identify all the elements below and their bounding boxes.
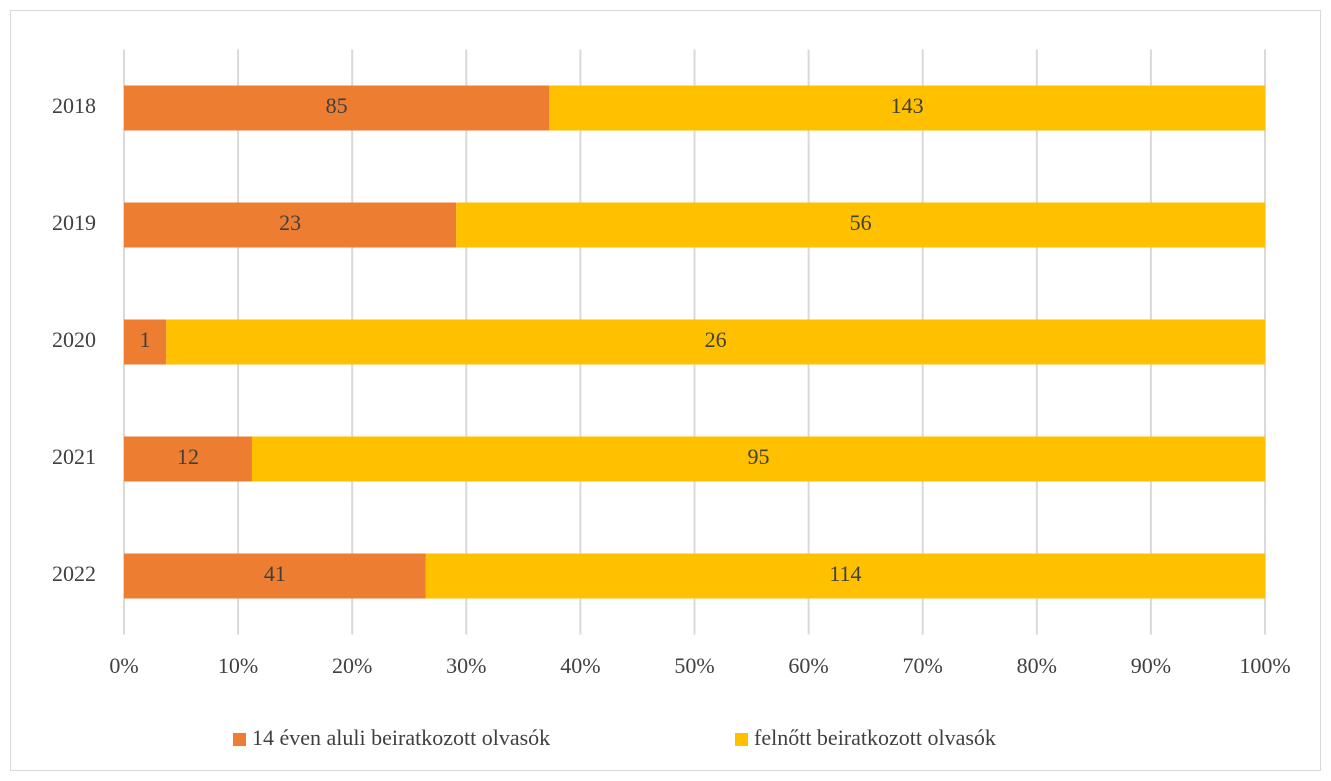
x-tick-label: 70%: [903, 653, 943, 678]
y-tick-label: 2022: [52, 561, 96, 586]
chart-border: [10, 10, 1321, 771]
legend-label: felnőtt beiratkozott olvasók: [754, 725, 996, 750]
x-tick-label: 90%: [1131, 653, 1171, 678]
y-tick-label: 2020: [52, 327, 96, 352]
bar-segment: [124, 319, 167, 365]
bar-segment: [456, 202, 1265, 248]
data-label: 26: [705, 327, 727, 352]
x-tick-label: 0%: [109, 653, 138, 678]
bar-segment: [549, 85, 1265, 131]
data-label: 143: [891, 93, 924, 118]
bar-segment: [124, 202, 457, 248]
x-tick-label: 50%: [674, 653, 714, 678]
bar-segment: [124, 553, 426, 599]
bar-segment: [251, 436, 1265, 482]
bar-segment: [124, 436, 252, 482]
data-label: 1: [140, 327, 151, 352]
data-label: 95: [747, 444, 769, 469]
x-tick-label: 80%: [1017, 653, 1057, 678]
legend-label: 14 éven aluli beiratkozott olvasók: [252, 725, 550, 750]
data-label: 114: [829, 561, 861, 586]
data-label: 23: [279, 210, 301, 235]
data-label: 41: [264, 561, 286, 586]
legend-swatch: [233, 733, 246, 746]
y-tick-label: 2018: [52, 93, 96, 118]
y-tick-label: 2019: [52, 210, 96, 235]
bar-segment: [166, 319, 1265, 365]
data-label: 85: [326, 93, 348, 118]
bar-segment: [124, 85, 550, 131]
data-label: 56: [850, 210, 872, 235]
x-tick-label: 10%: [218, 653, 258, 678]
bar-segment: [425, 553, 1266, 599]
x-tick-label: 100%: [1239, 653, 1290, 678]
x-tick-label: 40%: [560, 653, 600, 678]
y-tick-label: 2021: [52, 444, 96, 469]
legend-swatch: [735, 733, 748, 746]
x-tick-label: 20%: [332, 653, 372, 678]
x-tick-label: 30%: [446, 653, 486, 678]
data-label: 12: [177, 444, 199, 469]
x-tick-label: 60%: [788, 653, 828, 678]
